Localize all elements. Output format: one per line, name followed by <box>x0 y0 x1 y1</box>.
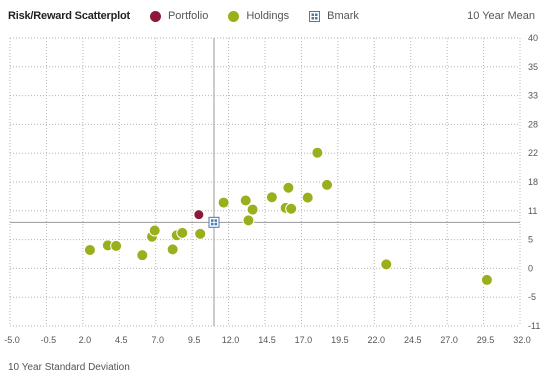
legend-item-bmark[interactable]: Bmark <box>309 10 359 22</box>
x-axis-label: 10 Year Standard Deviation <box>8 362 130 373</box>
x-tick-label: 7.0 <box>151 335 164 345</box>
holding-point <box>285 202 298 215</box>
holding-point <box>148 224 161 237</box>
legend-label-bmark: Bmark <box>327 10 359 22</box>
chart-header: Risk/Reward Scatterplot Portfolio Holdin… <box>8 6 543 26</box>
holding-point <box>301 191 314 204</box>
holding-point <box>246 203 259 216</box>
x-tick-label: 19.5 <box>331 335 349 345</box>
holding-point <box>380 258 393 271</box>
holding-point <box>239 194 252 207</box>
holding-point <box>110 239 123 252</box>
x-tick-label: 17.0 <box>295 335 313 345</box>
x-tick-label: 4.5 <box>115 335 128 345</box>
holding-point <box>194 227 207 240</box>
holding-point <box>83 243 96 256</box>
y-tick-label: 11 <box>528 206 537 216</box>
holding-point <box>242 214 255 227</box>
benchmark-point-cell <box>211 222 214 226</box>
holding-point <box>166 243 179 256</box>
x-tick-label: 2.0 <box>79 335 92 345</box>
legend-label-holdings: Holdings <box>246 10 290 22</box>
holdings-marker-icon <box>228 10 240 22</box>
legend-item-portfolio[interactable]: Portfolio <box>149 10 209 22</box>
x-tick-label: -0.5 <box>41 335 57 345</box>
y-tick-label: 0 <box>528 263 533 273</box>
y-tick-label: 5 <box>528 235 533 245</box>
benchmark-point-cell <box>211 219 214 222</box>
holding-point <box>265 191 278 204</box>
y-tick-label: 33 <box>528 91 538 101</box>
holding-point <box>282 181 295 194</box>
portfolio-point <box>193 209 205 221</box>
y-tick-label: 28 <box>528 119 538 129</box>
y-tick-label: 22 <box>528 148 538 158</box>
bmark-marker-icon <box>309 10 321 22</box>
benchmark-point <box>208 216 220 228</box>
x-tick-label: 14.5 <box>258 335 276 345</box>
x-tick-label: 27.0 <box>440 335 458 345</box>
y-tick-label: 40 <box>528 33 538 43</box>
y-tick-label: 35 <box>528 62 538 72</box>
x-tick-label: 24.5 <box>404 335 422 345</box>
holding-point <box>136 249 149 262</box>
x-tick-label: 9.5 <box>188 335 201 345</box>
legend-item-holdings[interactable]: Holdings <box>228 10 289 22</box>
x-tick-label: -5.0 <box>4 335 20 345</box>
holding-point <box>217 196 230 209</box>
benchmark-point-cell <box>214 222 217 226</box>
y-tick-label: -5 <box>528 292 536 302</box>
x-tick-label: 22.0 <box>368 335 386 345</box>
benchmark-point-cell <box>214 219 217 222</box>
holding-point <box>321 178 334 191</box>
holding-point <box>311 146 324 159</box>
x-tick-label: 29.5 <box>477 335 495 345</box>
holding-point <box>176 226 189 239</box>
y-tick-label: 18 <box>528 177 538 187</box>
x-tick-label: 12.0 <box>222 335 240 345</box>
x-tick-label: 32.0 <box>513 335 531 345</box>
portfolio-marker-icon <box>149 10 161 22</box>
holding-point <box>480 273 493 286</box>
y-axis-label: 10 Year Mean <box>467 10 535 22</box>
chart-title: Risk/Reward Scatterplot <box>8 10 130 22</box>
y-tick-label: -11 <box>528 321 540 331</box>
legend-label-portfolio: Portfolio <box>167 10 209 22</box>
